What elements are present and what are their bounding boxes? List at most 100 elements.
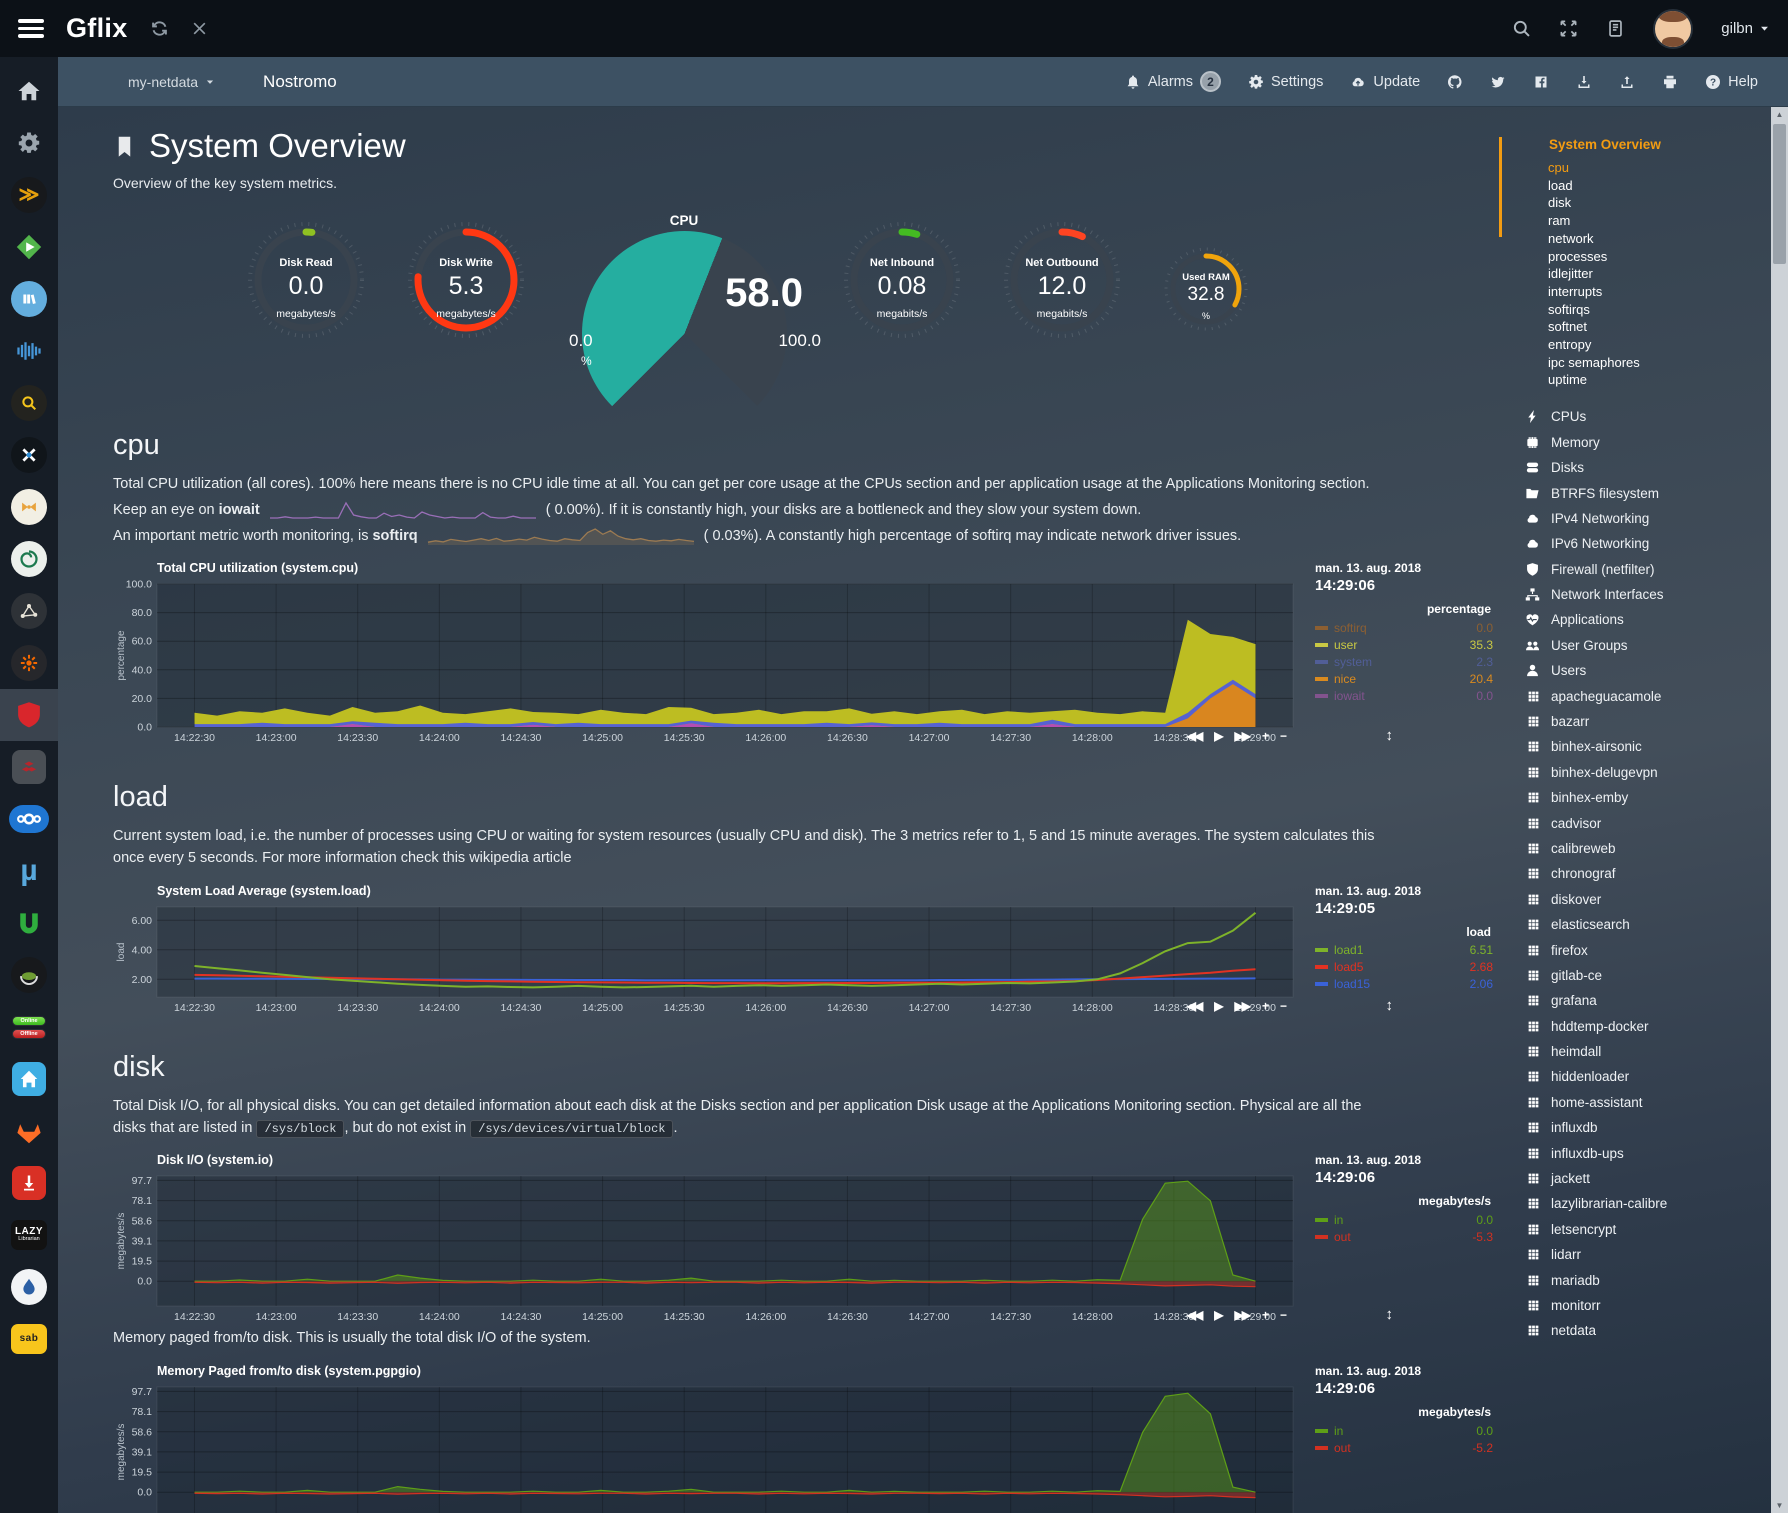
skip-backward-icon[interactable]: ◀◀ [1186,998,1204,1013]
toc-app-lidarr[interactable]: lidarr [1525,1242,1771,1267]
app-icon-dish-app[interactable] [0,949,58,1001]
toc-section-memory[interactable]: Memory [1525,430,1771,455]
toc-app-home-assistant[interactable]: home-assistant [1525,1090,1771,1115]
app-icon-jackett[interactable] [0,377,58,429]
menu-item-github[interactable] [1447,74,1463,90]
app-icon-settings[interactable] [0,117,58,169]
toc-app-calibreweb[interactable]: calibreweb [1525,836,1771,861]
user-menu[interactable]: gilbn [1721,20,1770,37]
pages-icon[interactable] [1606,19,1625,38]
toc-app-jackett[interactable]: jackett [1525,1166,1771,1191]
legend-item-load1[interactable]: load1 6.51 [1315,942,1493,959]
menu-toggle-icon[interactable] [18,19,44,38]
skip-backward-icon[interactable]: ◀◀ [1186,729,1204,744]
menu-item-help[interactable]: ? Help [1705,74,1758,90]
scroll-down-icon[interactable]: ▼ [1775,1501,1784,1510]
toc-app-netdata[interactable]: netdata [1525,1318,1771,1343]
toc-app-letsencrypt[interactable]: letsencrypt [1525,1217,1771,1242]
toc-section-applications[interactable]: Applications [1525,607,1771,632]
app-icon-pihole[interactable] [0,689,58,741]
app-icon-nextcloud[interactable] [0,793,58,845]
app-icon-emby[interactable] [0,221,58,273]
menu-item-export-snapshot[interactable] [1576,74,1592,90]
toc-app-hddtemp-docker[interactable]: hddtemp-docker [1525,1014,1771,1039]
toc-item-processes[interactable]: processes [1548,248,1608,264]
legend-item-softirq[interactable]: softirq 0.0 [1315,619,1493,636]
refresh-icon[interactable] [150,19,169,38]
skip-forward-icon[interactable]: ▶▶ [1234,1308,1252,1323]
toc-section-users[interactable]: Users [1525,658,1771,683]
app-icon-sabnzbd[interactable]: sab [0,1313,58,1365]
chart-plot[interactable]: 14:22:3014:23:0014:23:3014:24:0014:24:30… [113,1383,1303,1513]
toc-item-interrupts[interactable]: interrupts [1548,283,1603,299]
toc-app-binhex-delugevpn[interactable]: binhex-delugevpn [1525,760,1771,785]
legend-item-nice[interactable]: nice 20.4 [1315,670,1493,687]
legend-item-load15[interactable]: load15 2.06 [1315,976,1493,993]
toc-section-firewall-netfilter-[interactable]: Firewall (netfilter) [1525,556,1771,581]
server-dropdown[interactable]: my-netdata [128,74,215,90]
toc-app-diskover[interactable]: diskover [1525,887,1771,912]
resize-handle-icon[interactable]: ↕ [1385,996,1394,1014]
toc-app-cadvisor[interactable]: cadvisor [1525,810,1771,835]
toc-section-user-groups[interactable]: User Groups [1525,633,1771,658]
zoom-in-icon[interactable]: + [1261,998,1269,1013]
app-icon-lazylibrarian[interactable]: LAZY Librarian [0,1209,58,1261]
app-icon-xteve[interactable] [0,429,58,481]
toc-app-elasticsearch[interactable]: elasticsearch [1525,912,1771,937]
menu-item-import-snapshot[interactable] [1619,74,1635,90]
skip-backward-icon[interactable]: ◀◀ [1186,1308,1204,1323]
toc-app-gitlab-ce[interactable]: gitlab-ce [1525,963,1771,988]
menu-item-alarms[interactable]: Alarms 2 [1125,71,1221,92]
zoom-out-icon[interactable]: − [1279,729,1287,744]
zoom-out-icon[interactable]: − [1279,998,1287,1013]
menu-item-facebook[interactable] [1533,74,1549,90]
menu-item-twitter[interactable] [1490,74,1506,90]
app-icon-plex[interactable]: ≫ [0,169,58,221]
search-icon[interactable] [1512,19,1531,38]
toc-app-heimdall[interactable]: heimdall [1525,1039,1771,1064]
toc-app-binhex-airsonic[interactable]: binhex-airsonic [1525,734,1771,759]
toc-app-bazarr[interactable]: bazarr [1525,709,1771,734]
zoom-out-icon[interactable]: − [1279,1308,1287,1323]
toc-item-idlejitter[interactable]: idlejitter [1548,266,1593,282]
scrollbar-thumb[interactable] [1773,124,1786,264]
app-icon-grafana[interactable] [0,637,58,689]
app-icon-swirl-app[interactable] [0,533,58,585]
app-icon-monitorr[interactable]: Online Offline [0,1001,58,1053]
app-icon-books-app[interactable] [0,273,58,325]
toc-item-disk[interactable]: disk [1548,195,1572,211]
toc-item-load[interactable]: load [1548,177,1573,193]
toc-section-disks[interactable]: Disks [1525,455,1771,480]
toc-item-ipc-semaphores[interactable]: ipc semaphores [1548,354,1640,370]
toc-item-entropy[interactable]: entropy [1548,337,1592,353]
toc-item-softnet[interactable]: softnet [1548,319,1588,335]
toc-app-influxdb-ups[interactable]: influxdb-ups [1525,1140,1771,1165]
legend-item-in[interactable]: in 0.0 [1315,1211,1493,1228]
legend-item-load5[interactable]: load5 2.68 [1315,959,1493,976]
play-icon[interactable]: ▶ [1214,1308,1223,1323]
app-icon-deluge[interactable] [0,1261,58,1313]
chart-system-io[interactable]: Disk I/O (system.io) 14:22:30 14:23:00 14:2… [113,1153,1493,1324]
fullscreen-icon[interactable] [1559,19,1578,38]
toc-section-btrfs-filesystem[interactable]: BTRFS filesystem [1525,480,1771,505]
scroll-up-icon[interactable]: ▲ [1775,110,1784,119]
toc-item-network[interactable]: network [1548,230,1594,246]
app-icon-nodes-app[interactable] [0,585,58,637]
zoom-in-icon[interactable]: + [1261,729,1269,744]
legend-item-in[interactable]: in 0.0 [1315,1422,1493,1439]
app-icon-gitlab[interactable] [0,1105,58,1157]
play-icon[interactable]: ▶ [1214,729,1223,744]
legend-item-iowait[interactable]: iowait 0.0 [1315,687,1493,704]
app-icon-home-assistant[interactable] [0,1053,58,1105]
toc-app-mariadb[interactable]: mariadb [1525,1267,1771,1292]
toc-app-grafana[interactable]: grafana [1525,988,1771,1013]
toc-app-monitorr[interactable]: monitorr [1525,1293,1771,1318]
app-icon-boxes-app[interactable] [0,741,58,793]
toc-section-ipv4-networking[interactable]: IPv4 Networking [1525,506,1771,531]
close-icon[interactable] [191,20,208,37]
legend-item-user[interactable]: user 35.3 [1315,636,1493,653]
menu-item-settings[interactable]: Settings [1248,74,1323,90]
zoom-in-icon[interactable]: + [1261,1308,1269,1323]
